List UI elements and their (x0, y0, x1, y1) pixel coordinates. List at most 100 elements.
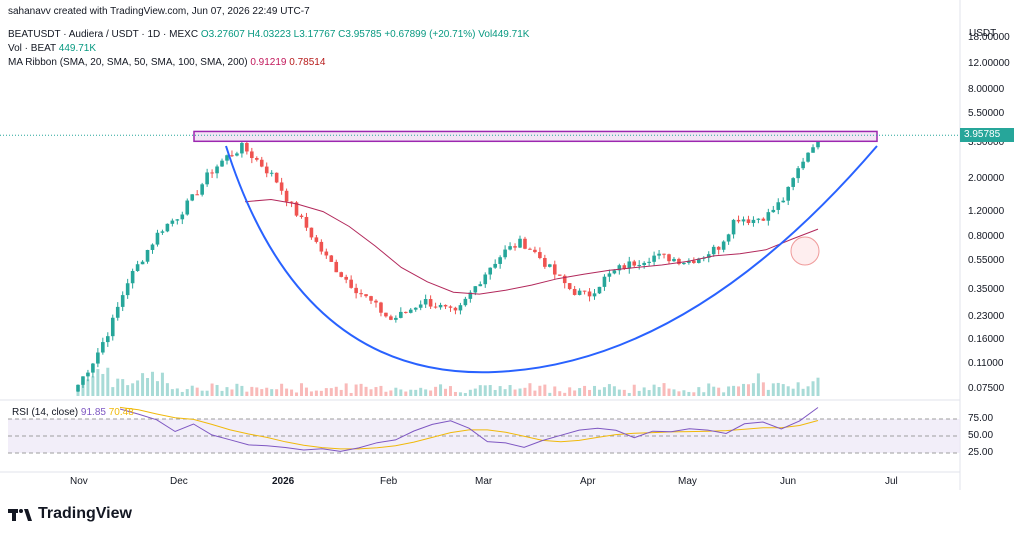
candle-body (443, 304, 448, 307)
volume-bar (737, 386, 741, 396)
volume-bar (260, 389, 264, 396)
volume-bar (434, 386, 438, 396)
created-line: sahanavv created with TradingView.com, J… (8, 6, 310, 17)
volume-bar (642, 387, 646, 396)
candle-body (543, 258, 547, 267)
candle-body (408, 309, 413, 313)
volume-bar (543, 384, 547, 396)
volume-bar (746, 384, 750, 396)
candle-body (741, 219, 746, 222)
price-tick: 3.50000 (968, 137, 1005, 149)
candle-body (230, 155, 234, 157)
volume-bar (210, 383, 214, 396)
price-scale[interactable]: 18.00000 12.00000 8.00000 5.50000 3.50000 2.0… (960, 0, 1024, 490)
volume-bar (518, 388, 522, 396)
candle-body (622, 265, 627, 269)
candle-body (458, 305, 463, 311)
candle-body (299, 215, 304, 217)
candle-body (225, 155, 229, 161)
rsi-ma-value: 70.48 (108, 407, 134, 418)
volume-bar (290, 389, 294, 396)
volume-bar (682, 390, 686, 396)
candle-body (165, 223, 170, 232)
candle-body (771, 209, 776, 213)
volume-label[interactable]: Vol · BEAT (8, 43, 56, 54)
candle-body (279, 182, 284, 191)
candle-body (538, 252, 542, 259)
volume-bar (617, 389, 621, 396)
moving-average-line (244, 198, 819, 295)
ma-label[interactable]: MA Ribbon (SMA, 20, SMA, 50, SMA, 100, S… (8, 57, 248, 68)
price-tick: 12.00000 (968, 58, 1010, 70)
volume-bar (612, 386, 616, 396)
ma-value-2: 0.78514 (289, 57, 326, 68)
candle-body (503, 249, 507, 258)
candle-body (781, 200, 786, 203)
volume-bar (637, 390, 641, 396)
candle-body (150, 244, 155, 250)
time-tick: Jul (885, 476, 898, 487)
volume-bar (245, 391, 249, 396)
volume-bar (806, 386, 810, 396)
candle-body (413, 307, 418, 310)
candle-body (711, 246, 716, 255)
volume-bar (399, 389, 403, 396)
candle-body (776, 202, 781, 210)
candle-body (86, 372, 90, 377)
symbol-label[interactable]: BEATUSDT · Audiera / USDT · 1D · MEXC (8, 29, 199, 40)
volume-bar (588, 389, 592, 396)
volume-bar (801, 388, 805, 396)
candle-body (552, 264, 557, 275)
time-axis[interactable]: Nov Dec 2026 Feb Mar Apr May Jun Jul (0, 476, 960, 490)
highlight-circle (790, 236, 820, 266)
volume-bar (503, 389, 507, 396)
candle-body (766, 212, 771, 221)
candle-body (572, 289, 577, 295)
candle-body (235, 153, 239, 156)
candle-body (240, 143, 244, 154)
volume-bar (309, 391, 313, 396)
volume-bar (756, 373, 760, 396)
candle-body (259, 159, 264, 167)
volume-bar (647, 390, 651, 396)
volume-bar (448, 386, 452, 396)
volume-bar (170, 389, 174, 396)
volume-bar (285, 388, 289, 396)
volume-bar (776, 382, 780, 396)
volume-bar (463, 392, 467, 396)
rsi-tick: 75.00 (968, 413, 994, 424)
volume-bar (240, 385, 244, 396)
volume-bar (632, 384, 636, 396)
volume-bar (578, 388, 582, 396)
volume-bar (339, 389, 343, 396)
rsi-label[interactable]: RSI (14, close) (12, 407, 79, 418)
price-tick: 0.80000 (968, 231, 1005, 243)
candle-body (692, 260, 696, 263)
candle-body (115, 306, 120, 318)
volume-bar (354, 384, 358, 396)
candle-body (329, 255, 334, 262)
candle-body (195, 194, 199, 196)
candle-body (806, 152, 810, 162)
volume-bar (429, 390, 433, 396)
candle-body (81, 376, 85, 385)
volume-bar (190, 385, 194, 396)
candle-body (736, 219, 741, 222)
volume-bar (563, 392, 567, 396)
candle-body (463, 298, 468, 306)
candle-body (632, 261, 637, 266)
volume-bar (727, 386, 731, 396)
volume-bar (573, 390, 577, 396)
volume-bar (627, 392, 631, 396)
candle-body (324, 251, 329, 256)
rsi-value: 91.85 (80, 407, 106, 418)
volume-bar (175, 388, 179, 396)
candle-body (523, 238, 527, 249)
candle-body (105, 336, 110, 343)
candle-body (309, 227, 314, 238)
currency-label[interactable]: USDT (969, 28, 997, 39)
last-price-tag: 3.95785 (960, 128, 1014, 143)
volume-bar (250, 386, 254, 396)
volume-bar (414, 389, 418, 396)
